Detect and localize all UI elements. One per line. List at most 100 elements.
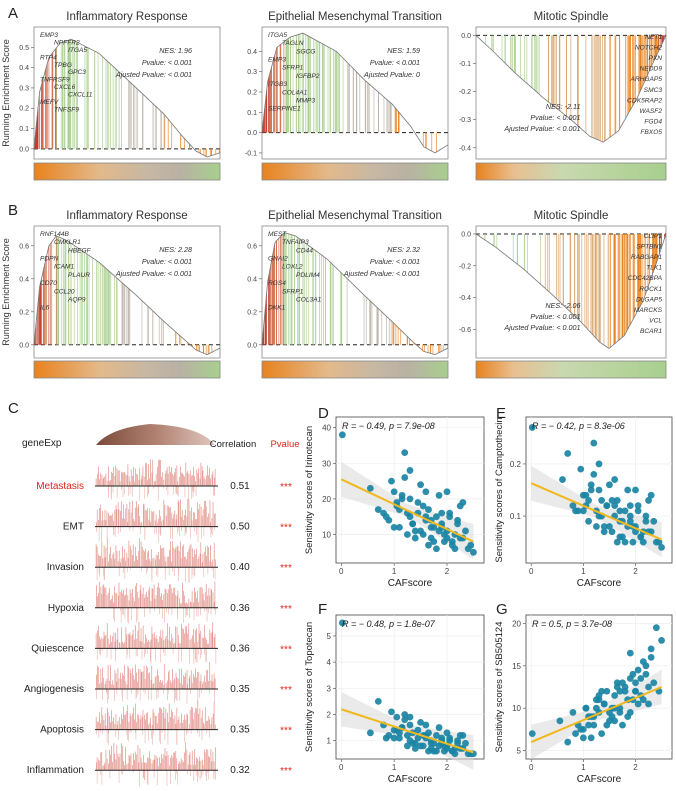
data-point <box>579 734 587 742</box>
data-point <box>374 698 382 705</box>
gene-label: SFRP1 <box>282 65 304 72</box>
panel-letter-C: C <box>8 400 19 417</box>
data-point <box>608 528 616 536</box>
data-point <box>613 538 621 546</box>
gene-label: VCL <box>649 317 662 324</box>
data-point <box>577 465 585 473</box>
data-point <box>639 538 647 546</box>
gene-label: MEST <box>268 231 287 238</box>
data-point <box>454 520 461 528</box>
data-point <box>462 527 469 535</box>
gene-label: ICAM1 <box>54 264 74 271</box>
gene-label: TPBG <box>54 62 72 69</box>
data-point <box>626 517 634 525</box>
gsea-stat: Ajusted Pvalue: < 0.001 <box>503 124 580 133</box>
regression-line <box>530 482 662 541</box>
y-tick-label: -0.1 <box>459 61 471 68</box>
y-tick-label: 1 <box>327 737 332 746</box>
data-point <box>366 729 374 737</box>
y-tick-label: 10 <box>512 704 521 713</box>
data-point <box>587 481 595 489</box>
gsea-stat: NES: -2.11 <box>546 102 581 111</box>
x-tick-label: 1 <box>581 763 586 772</box>
gsea-title: Epithelial Mesenchymal Transition <box>268 11 442 23</box>
gsea-stat: Pvalue: < 0.001 <box>370 58 420 67</box>
panel-letter-E: E <box>496 405 506 422</box>
data-point <box>626 512 634 520</box>
data-point <box>634 507 642 515</box>
data-point <box>642 517 650 525</box>
gene-label: RTP4 <box>40 54 57 61</box>
data-point <box>595 486 603 494</box>
data-point <box>448 538 456 546</box>
data-point <box>427 523 435 531</box>
y-tick-label: 0.4 <box>247 276 257 283</box>
data-point <box>626 649 634 657</box>
gene-label: TLK1 <box>646 265 662 272</box>
data-point <box>390 734 398 742</box>
data-point <box>606 481 613 489</box>
gene-label: MMP3 <box>296 97 315 104</box>
correlation-value: 0.36 <box>230 643 250 654</box>
data-point <box>422 488 430 496</box>
enrichment-curve <box>475 233 667 350</box>
y-tick-label: 5 <box>517 747 522 756</box>
gsea-frame <box>261 225 449 359</box>
data-point <box>443 534 451 542</box>
data-point <box>637 533 645 541</box>
gene-label: CD44 <box>296 247 313 254</box>
gsea-stat: Pvalue: < 0.001 <box>530 113 580 122</box>
gsea-stat: NES: 2.32 <box>387 245 420 254</box>
x-tick-label: 2 <box>633 763 638 772</box>
gsea-stat: Pvalue: < 0.001 <box>142 257 192 266</box>
data-point <box>417 718 424 726</box>
regression-stat: R = 0.5, p = 3.7e-08 <box>532 619 612 629</box>
data-point <box>435 742 443 750</box>
y-tick-label: 0.6 <box>19 243 29 250</box>
data-point <box>411 534 419 542</box>
gene-label: PDLIM4 <box>296 272 320 279</box>
data-point <box>454 739 461 747</box>
pvalue-stars: *** <box>280 644 292 655</box>
data-point <box>425 747 432 755</box>
data-point <box>632 679 639 687</box>
gene-label: PXN <box>648 55 662 62</box>
gene-label: TNFSF9 <box>54 106 79 113</box>
gsea-frame <box>33 26 221 160</box>
data-point <box>658 543 665 551</box>
data-point <box>572 507 579 515</box>
gene-label: IGFBP2 <box>296 73 320 80</box>
gene-label: ITGA5 <box>68 47 87 54</box>
rank-color-bar <box>475 162 667 181</box>
data-point <box>619 679 626 687</box>
gsea-title: Mitotic Spindle <box>534 210 609 222</box>
rank-color-bar <box>261 162 449 181</box>
data-point <box>590 721 598 729</box>
regression-line <box>340 478 474 543</box>
data-point <box>417 481 424 489</box>
data-point <box>624 713 632 721</box>
gene-label: COL4A1 <box>282 89 308 96</box>
data-point <box>417 527 424 535</box>
geneexp-label: geneExp <box>22 438 62 449</box>
gene-label: TAGLN <box>282 40 304 47</box>
regression-stat: R = − 0.49, p = 7.9e-08 <box>342 421 435 431</box>
gsea-stat: Ajusted Pvalue: < 0.001 <box>503 323 580 332</box>
gsea-panel-A3: Mitotic Spindle 0.0 -0.1 -0.2 -0.3 -0.4 NET1 NO… <box>459 11 667 181</box>
gsea-panel-B1: Inflammatory Response Running Enrichment … <box>1 210 221 379</box>
data-point <box>403 742 411 750</box>
gene-label: EMP3 <box>40 32 58 39</box>
y-tick-label: 10 <box>322 531 331 540</box>
y-tick-label: -0.3 <box>459 117 471 124</box>
gene-label: WASF2 <box>639 108 662 115</box>
data-point <box>595 692 603 699</box>
y-tick-label: 0.0 <box>19 146 29 153</box>
data-point <box>587 486 595 494</box>
data-point <box>632 486 639 494</box>
row-label-quiescence: Quiescence <box>31 643 84 654</box>
data-point <box>587 734 595 742</box>
y-tick-label: 4 <box>327 658 332 667</box>
gene-label: NPFFR2 <box>54 39 80 46</box>
gene-label: SMC3 <box>644 87 663 94</box>
